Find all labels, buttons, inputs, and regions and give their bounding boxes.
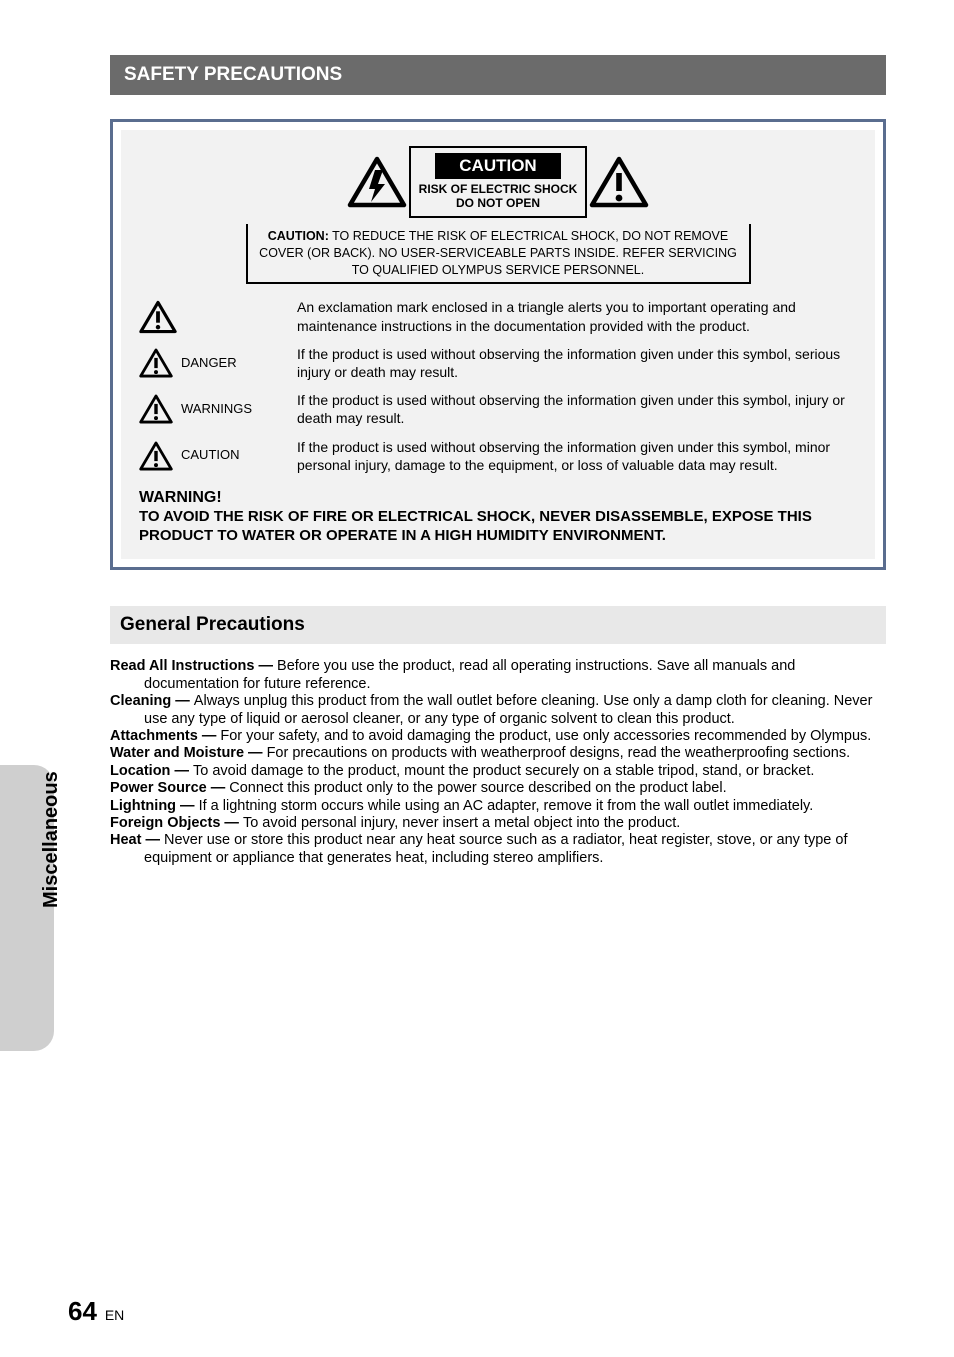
warning-head: WARNING! xyxy=(139,488,857,508)
caution-sub2: DO NOT OPEN xyxy=(419,196,578,210)
exclamation-triangle-icon xyxy=(589,156,649,208)
para-lead-1: Cleaning — xyxy=(110,693,194,709)
symbol-cell-0 xyxy=(139,298,297,334)
caution-text-lead: CAUTION: xyxy=(268,229,329,243)
caution-text-box: CAUTION: TO REDUCE THE RISK OF ELECTRICA… xyxy=(246,224,751,285)
symbol-label-2: WARNINGS xyxy=(181,401,252,418)
symbol-text-1: If the product is used without observing… xyxy=(297,345,857,381)
symbol-text-0: An exclamation mark enclosed in a triang… xyxy=(297,298,857,334)
para-lead-5: Power Source — xyxy=(110,780,229,796)
para-rest-3: For precautions on products with weather… xyxy=(267,745,851,761)
para-1: Cleaning — Always unplug this product fr… xyxy=(110,693,886,728)
para-rest-2: For your safety, and to avoid damaging t… xyxy=(220,728,871,744)
para-rest-4: To avoid damage to the product, mount th… xyxy=(193,763,814,779)
exclamation-triangle-icon xyxy=(139,394,173,424)
symbol-cell-2: WARNINGS xyxy=(139,391,297,427)
para-rest-1: Always unplug this product from the wall… xyxy=(144,693,872,726)
sub-header: General Precautions xyxy=(110,606,886,644)
symbol-text-2: If the product is used without observing… xyxy=(297,391,857,427)
para-4: Location — To avoid damage to the produc… xyxy=(110,763,886,780)
para-lead-2: Attachments — xyxy=(110,728,220,744)
symbol-text-3: If the product is used without observing… xyxy=(297,438,857,474)
symbol-cell-1: DANGER xyxy=(139,345,297,381)
para-7: Foreign Objects — To avoid personal inju… xyxy=(110,815,886,832)
para-3: Water and Moisture — For precautions on … xyxy=(110,745,886,762)
symbol-label-3: CAUTION xyxy=(181,447,240,464)
section-header: SAFETY PRECAUTIONS xyxy=(110,55,886,95)
para-rest-8: Never use or store this product near any… xyxy=(144,832,847,865)
general-precautions-body: Read All Instructions — Before you use t… xyxy=(110,658,886,867)
para-8: Heat — Never use or store this product n… xyxy=(110,832,886,867)
caution-title: CAUTION xyxy=(435,153,560,179)
para-0: Read All Instructions — Before you use t… xyxy=(110,658,886,693)
para-lead-4: Location — xyxy=(110,763,193,779)
para-lead-8: Heat — xyxy=(110,832,164,848)
symbol-cell-3: CAUTION xyxy=(139,438,297,474)
exclamation-triangle-icon xyxy=(139,300,177,334)
page-footer: 64 EN xyxy=(68,1296,124,1327)
safety-inner-box: CAUTION RISK OF ELECTRIC SHOCK DO NOT OP… xyxy=(121,130,875,559)
lang-code: EN xyxy=(105,1307,124,1323)
para-6: Lightning — If a lightning storm occurs … xyxy=(110,798,886,815)
para-lead-3: Water and Moisture — xyxy=(110,745,267,761)
warning-body: TO AVOID THE RISK OF FIRE OR ELECTRICAL … xyxy=(139,508,812,544)
exclamation-triangle-icon xyxy=(139,441,173,471)
para-2: Attachments — For your safety, and to av… xyxy=(110,728,886,745)
para-rest-5: Connect this product only to the power s… xyxy=(229,780,726,796)
para-lead-7: Foreign Objects — xyxy=(110,815,243,831)
page-number: 64 xyxy=(68,1296,97,1326)
caution-text-rest: TO REDUCE THE RISK OF ELECTRICAL SHOCK, … xyxy=(259,229,737,277)
warning-block: WARNING! TO AVOID THE RISK OF FIRE OR EL… xyxy=(139,488,857,546)
para-5: Power Source — Connect this product only… xyxy=(110,780,886,797)
page-content: SAFETY PRECAUTIONS CAUTION RISK OF ELECT… xyxy=(0,0,954,1357)
symbol-label-1: DANGER xyxy=(181,355,237,372)
para-lead-6: Lightning — xyxy=(110,798,199,814)
exclamation-triangle-icon xyxy=(139,348,173,378)
caution-icon-row: CAUTION RISK OF ELECTRIC SHOCK DO NOT OP… xyxy=(139,146,857,218)
para-rest-6: If a lightning storm occurs while using … xyxy=(199,798,814,814)
caution-sub1: RISK OF ELECTRIC SHOCK xyxy=(419,182,578,196)
symbol-grid: An exclamation mark enclosed in a triang… xyxy=(139,298,857,474)
safety-outer-box: CAUTION RISK OF ELECTRIC SHOCK DO NOT OP… xyxy=(110,119,886,570)
caution-center-box: CAUTION RISK OF ELECTRIC SHOCK DO NOT OP… xyxy=(409,146,588,218)
para-rest-7: To avoid personal injury, never insert a… xyxy=(243,815,680,831)
lightning-triangle-icon xyxy=(347,156,407,208)
para-lead-0: Read All Instructions — xyxy=(110,658,277,674)
